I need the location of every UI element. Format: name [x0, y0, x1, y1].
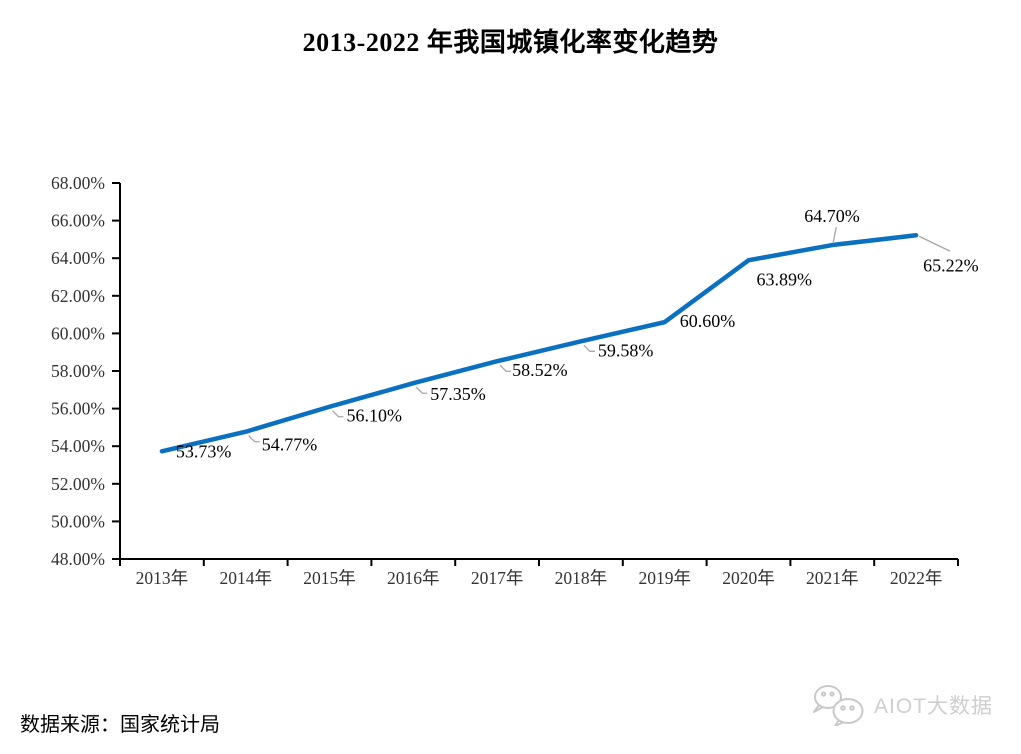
data-label: 53.73%: [176, 441, 232, 461]
data-label: 54.77%: [262, 435, 318, 455]
y-axis-tick-label: 60.00%: [51, 323, 105, 343]
y-axis-tick-label: 54.00%: [51, 436, 105, 456]
label-leader-line: [332, 410, 344, 418]
label-leader-line: [832, 226, 837, 243]
x-axis-tick-label: 2022年: [890, 568, 943, 588]
chart-title: 2013-2022 年我国城镇化率变化趋势: [302, 28, 719, 57]
label-leader-line: [918, 235, 951, 252]
label-leader-line: [499, 364, 512, 372]
data-label: 59.58%: [598, 340, 654, 360]
y-axis-tick-label: 58.00%: [51, 361, 105, 381]
x-axis-tick-label: 2020年: [722, 568, 775, 588]
label-leader-line: [583, 344, 595, 352]
data-label: 58.52%: [512, 360, 568, 380]
watermark: AIOT大数据: [809, 684, 993, 726]
x-axis-tick-label: 2019年: [638, 568, 691, 588]
label-leader-line: [248, 435, 260, 443]
data-label: 57.35%: [430, 384, 486, 404]
x-axis-tick-label: 2016年: [387, 568, 440, 588]
x-axis-tick-label: 2017年: [471, 568, 524, 588]
x-axis-tick-label: 2018年: [555, 568, 608, 588]
urbanization-line-chart: 48.00% 50.00% 52.00% 54.00% 56.00% 58.00% 60.0…: [51, 173, 979, 588]
y-axis-tick-label: 50.00%: [51, 511, 105, 531]
watermark-label: AIOT大数据: [873, 695, 993, 718]
y-axis-tick-label: 52.00%: [51, 474, 105, 494]
series-line: [159, 233, 919, 454]
data-label: 56.10%: [347, 406, 403, 426]
x-axis-tick-label: 2014年: [219, 568, 272, 588]
y-axis-tick-label: 48.00%: [51, 549, 105, 569]
wechat-icon: [812, 685, 864, 726]
y-axis-tick-label: 66.00%: [51, 211, 105, 231]
data-label: 63.89%: [757, 269, 813, 289]
data-label: 60.60%: [680, 311, 736, 331]
x-axis-tick-label: 2013年: [136, 568, 189, 588]
y-axis-tick-label: 56.00%: [51, 399, 105, 419]
data-label: 64.70%: [804, 206, 860, 226]
data-label: 65.22%: [923, 255, 979, 275]
label-leader-line: [415, 386, 428, 394]
x-axis-tick-label: 2015年: [303, 568, 356, 588]
y-axis-tick-label: 64.00%: [51, 248, 105, 268]
x-axis-tick-label: 2021年: [806, 568, 859, 588]
data-source-note: 数据来源：国家统计局: [20, 714, 220, 736]
y-axis-tick-label: 62.00%: [51, 286, 105, 306]
y-axis-tick-label: 68.00%: [51, 173, 105, 193]
